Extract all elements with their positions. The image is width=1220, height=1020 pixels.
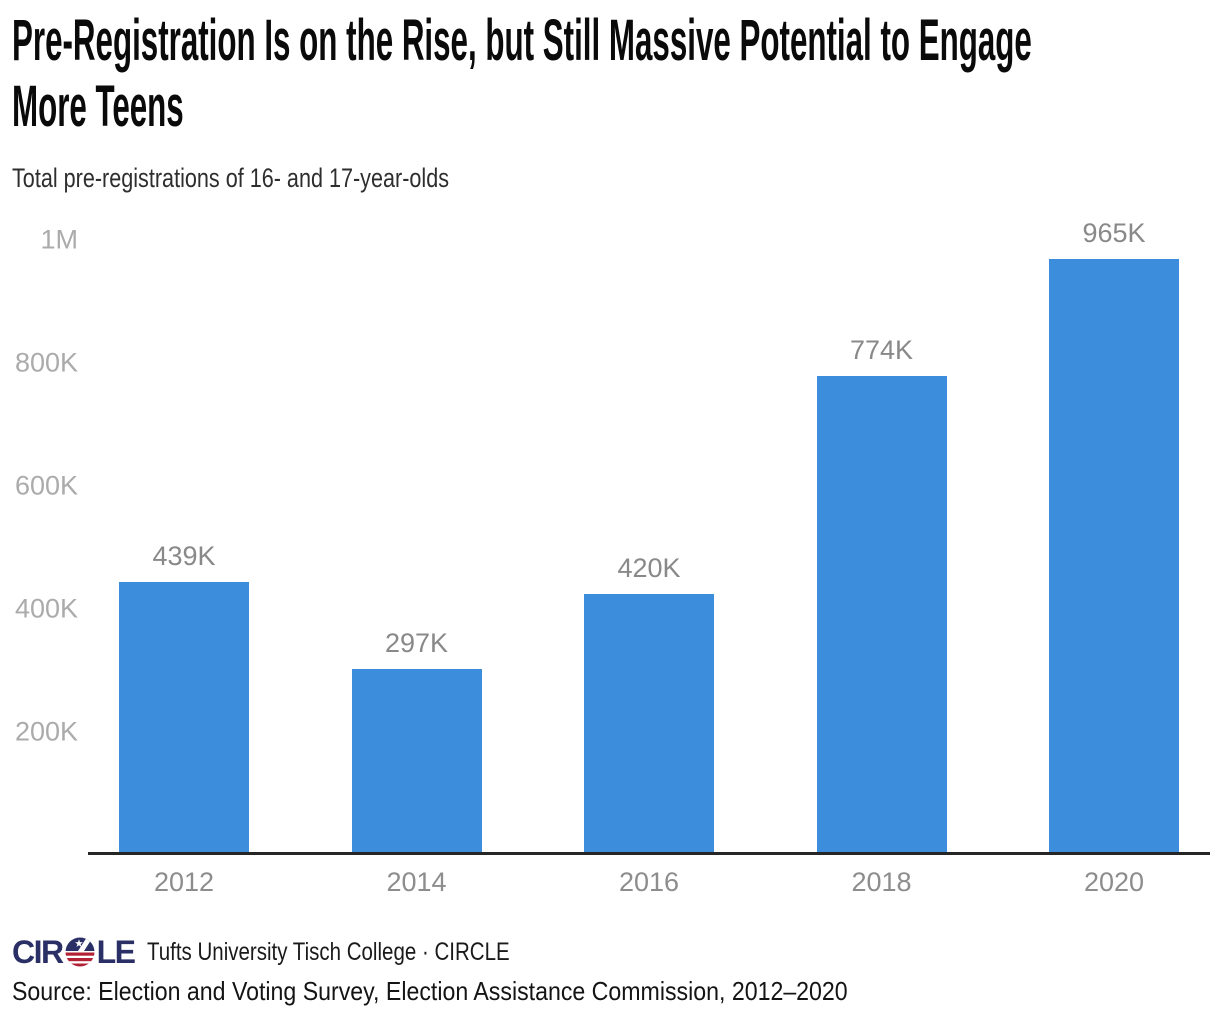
plot-area: 439K 297K 420K 774K 965K — [88, 219, 1210, 855]
bar-slot-2012: 439K — [119, 240, 249, 852]
source-note: Source: Election and Voting Survey, Elec… — [12, 976, 848, 1006]
circle-logo-flag-icon — [65, 937, 95, 967]
footer-attribution: CIR LE Tufts University Tisch College · … — [12, 933, 589, 971]
bar-2020 — [1049, 258, 1179, 852]
x-axis-label-2020: 2020 — [1083, 867, 1145, 897]
bar-value-label: 774K — [849, 335, 914, 365]
bar-2014 — [351, 669, 482, 852]
page-title-line-1: Pre-Registration Is on the Rise, but Sti… — [12, 8, 1032, 73]
bar-value-label: 420K — [617, 552, 681, 583]
x-axis-label-2018: 2018 — [851, 867, 912, 897]
star-icon — [74, 939, 83, 947]
circle-logo-text-left: CIR — [12, 933, 64, 970]
chart-subtitle: Total pre-registrations of 16- and 17-ye… — [12, 163, 450, 193]
circle-logo-text-right: LE — [96, 933, 136, 970]
byline-text: Tufts University Tisch College · CIRCLE — [146, 937, 510, 966]
y-axis-tick-label: 600K — [14, 470, 78, 501]
y-axis-tick-label: 1M — [40, 224, 78, 255]
bar-slot-2016: 420K — [584, 240, 714, 852]
x-axis-label-2012: 2012 — [153, 867, 215, 897]
bar-slot-2018: 774K — [816, 240, 947, 852]
bar-value-label: 965K — [1082, 217, 1146, 248]
bar-2016 — [584, 593, 714, 852]
x-axis: 2012 2014 2016 2018 2020 — [88, 867, 1210, 898]
y-axis-tick-label: 800K — [14, 347, 78, 378]
bar-slot-2014: 297K — [351, 240, 482, 852]
page-title: Pre-Registration Is on the Rise, but Sti… — [12, 8, 1032, 140]
x-axis-label-2014: 2014 — [386, 867, 447, 897]
page-title-line-2: More Teens — [12, 74, 184, 139]
y-axis-tick-label: 200K — [14, 716, 78, 747]
bar-value-label: 297K — [384, 628, 449, 659]
bar-slot-2020: 965K — [1049, 219, 1179, 852]
y-axis-tick-label: 400K — [14, 593, 78, 624]
circle-logo: CIR LE — [12, 933, 136, 971]
bar-2018 — [816, 376, 947, 852]
x-axis-label-2016: 2016 — [618, 867, 680, 897]
bar-2012 — [119, 582, 249, 852]
bar-value-label: 439K — [152, 541, 216, 572]
